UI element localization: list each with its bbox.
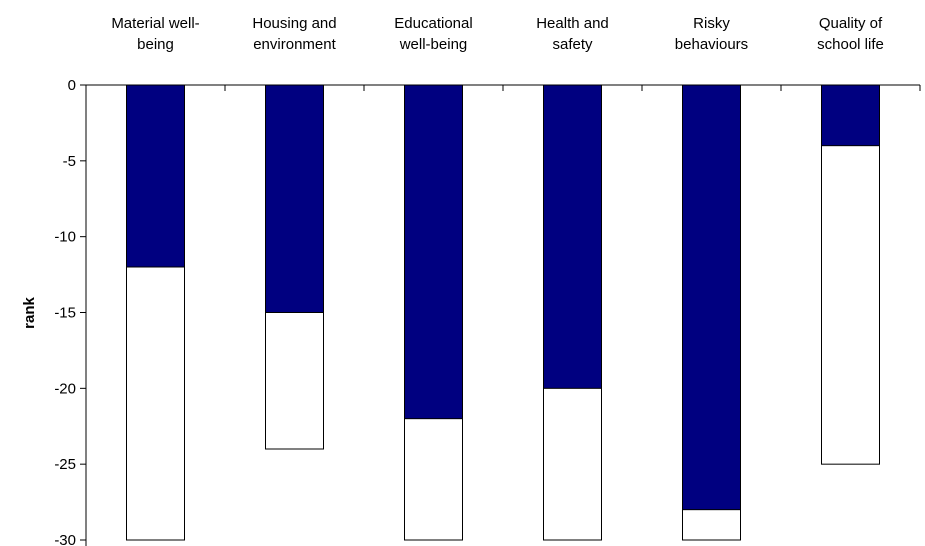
category-label-4-1: behaviours: [675, 36, 748, 53]
bar-group-dark: [126, 84, 880, 511]
y-tick-label-4: -20: [54, 380, 76, 397]
category-label-5-0: Quality of: [819, 15, 883, 32]
y-tick-label-0: 0: [68, 77, 76, 94]
bar-group-light: [126, 84, 880, 541]
category-label-5-1: school life: [817, 36, 884, 53]
y-tick-label-6: -30: [54, 532, 76, 546]
category-label-2-1: well-being: [399, 36, 468, 53]
category-label-4-0: Risky: [693, 15, 730, 32]
axes: [80, 84, 921, 546]
category-labels: Material well-being Housing and environmen…: [111, 15, 884, 53]
category-label-1-0: Housing and: [252, 15, 336, 32]
category-label-3-1: safety: [552, 36, 593, 53]
bar-dark-4: [682, 84, 741, 511]
category-label-0-0: Material well-: [111, 15, 199, 32]
category-label-1-1: environment: [253, 36, 336, 53]
y-tick-label-5: -25: [54, 456, 76, 473]
y-tick-labels: 0 -5 -10 -15 -20 -25 -30: [54, 77, 76, 546]
category-label-3-0: Health and: [536, 15, 609, 32]
y-tick-label-3: -15: [54, 305, 76, 322]
category-label-0-1: being: [137, 36, 174, 53]
category-label-2-0: Educational: [394, 15, 472, 32]
bar-dark-0: [126, 84, 185, 268]
bar-light-5: [821, 84, 880, 465]
bar-dark-2: [404, 84, 463, 420]
y-axis-title: rank: [21, 297, 38, 329]
y-tick-label-2: -10: [54, 229, 76, 246]
y-tick-label-1: -5: [63, 153, 76, 170]
bar-dark-3: [543, 84, 602, 389]
bar-dark-1: [265, 84, 324, 313]
bar-dark-5: [821, 84, 880, 147]
